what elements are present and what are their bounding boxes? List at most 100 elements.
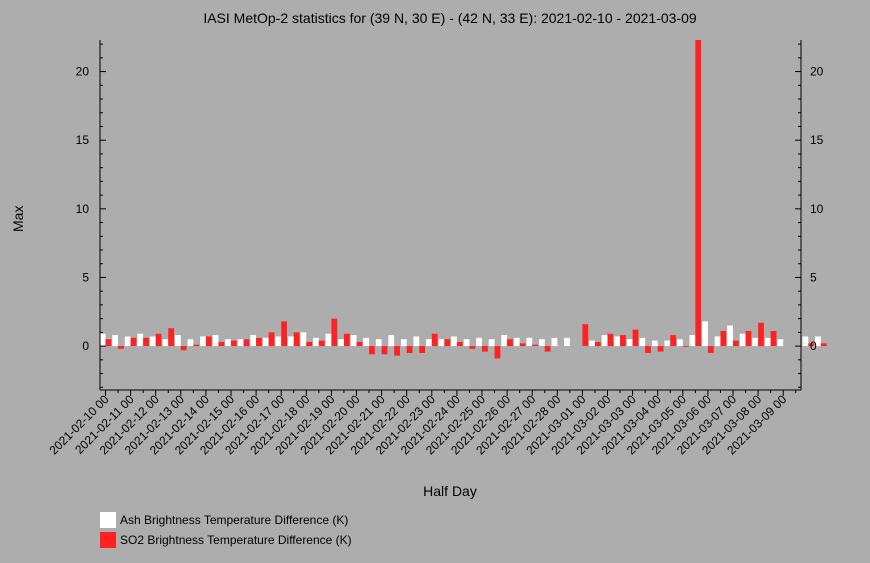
so2-bar-49 bbox=[720, 330, 727, 347]
ash-bar-28 bbox=[451, 336, 457, 347]
ash-bar-41 bbox=[614, 336, 621, 347]
ash-bar-37 bbox=[564, 337, 570, 347]
so2-bar-33 bbox=[519, 343, 526, 347]
ash-bar-22 bbox=[375, 339, 382, 347]
ash-bar-51 bbox=[739, 333, 746, 347]
ash-bar-35 bbox=[538, 339, 545, 347]
so2-bar-17 bbox=[318, 340, 325, 347]
so2-bar-1 bbox=[118, 346, 124, 349]
y-tick-label-left-10: 10 bbox=[76, 202, 90, 216]
ash-bar-16 bbox=[300, 332, 307, 347]
ash-bar-29 bbox=[463, 339, 470, 347]
ash-bar-15 bbox=[287, 336, 294, 347]
so2-bar-23 bbox=[394, 346, 400, 356]
ash-bar-3 bbox=[137, 333, 144, 347]
so2-bar-3 bbox=[143, 337, 149, 347]
so2-bar-42 bbox=[632, 329, 639, 347]
ash-bar-25 bbox=[413, 336, 420, 347]
ash-bar-18 bbox=[325, 333, 332, 347]
so2-bar-15 bbox=[293, 332, 300, 347]
so2-bar-27 bbox=[444, 339, 451, 347]
chart-title: IASI MetOp-2 statistics for (39 N, 30 E)… bbox=[203, 10, 697, 26]
ash-bar-43 bbox=[639, 337, 646, 347]
legend-swatch-so2 bbox=[100, 532, 116, 548]
ash-bar-45 bbox=[664, 340, 671, 347]
so2-bar-45 bbox=[670, 335, 677, 347]
ash-bar-47 bbox=[689, 335, 696, 347]
bars-layer bbox=[99, 40, 827, 359]
so2-bar-13 bbox=[268, 332, 275, 347]
ash-bar-7 bbox=[187, 339, 194, 347]
so2-bar-38 bbox=[582, 324, 589, 347]
so2-bar-5 bbox=[168, 328, 175, 347]
y-tick-label-right-20: 20 bbox=[810, 65, 824, 79]
y-tick-label-left-0: 0 bbox=[82, 339, 89, 353]
so2-bar-50 bbox=[733, 340, 739, 347]
ash-bar-21 bbox=[363, 337, 370, 347]
so2-bar-47 bbox=[695, 40, 702, 347]
legend-label-so2: SO2 Brightness Temperature Difference (K… bbox=[120, 533, 352, 547]
so2-bar-19 bbox=[343, 333, 350, 347]
so2-bar-57 bbox=[820, 343, 827, 347]
ash-bar-13 bbox=[262, 337, 269, 347]
ash-bar-52 bbox=[752, 337, 759, 347]
ash-bar-34 bbox=[526, 337, 533, 347]
ash-bar-39 bbox=[589, 340, 595, 347]
ash-bar-44 bbox=[651, 340, 658, 347]
so2-bar-22 bbox=[381, 346, 388, 355]
so2-bar-56 bbox=[808, 343, 815, 347]
legend-item-ash: Ash Brightness Temperature Difference (K… bbox=[100, 512, 348, 528]
ash-bar-17 bbox=[313, 337, 319, 347]
ash-bar-30 bbox=[476, 337, 482, 347]
x-axis-label: Half Day bbox=[423, 483, 477, 499]
ash-bar-1 bbox=[112, 335, 119, 347]
so2-bar-6 bbox=[180, 346, 187, 351]
ash-bar-31 bbox=[488, 339, 495, 347]
ash-bar-56 bbox=[802, 336, 809, 347]
legend-label-ash: Ash Brightness Temperature Difference (K… bbox=[120, 513, 349, 527]
ash-bar-48 bbox=[702, 321, 708, 347]
ash-bar-11 bbox=[237, 339, 244, 347]
so2-bar-20 bbox=[356, 341, 363, 347]
axes-layer bbox=[99, 40, 802, 391]
ash-bar-12 bbox=[250, 335, 257, 347]
so2-bar-16 bbox=[306, 341, 313, 347]
so2-bar-40 bbox=[607, 333, 614, 347]
so2-bar-12 bbox=[256, 337, 262, 347]
legend-item-so2: SO2 Brightness Temperature Difference (K… bbox=[100, 532, 352, 548]
y-tick-label-right-15: 15 bbox=[810, 133, 824, 147]
ash-bar-32 bbox=[501, 335, 508, 347]
so2-bar-0 bbox=[105, 339, 112, 347]
y-tick-label-right-10: 10 bbox=[810, 202, 824, 216]
so2-bar-48 bbox=[707, 346, 714, 353]
ash-bar-10 bbox=[225, 339, 231, 347]
so2-bar-39 bbox=[594, 341, 601, 347]
so2-bar-51 bbox=[745, 330, 752, 347]
ash-bar-6 bbox=[175, 335, 181, 347]
so2-bar-21 bbox=[369, 346, 375, 355]
y-tick-label-left-20: 20 bbox=[76, 65, 90, 79]
ash-bar-49 bbox=[714, 336, 721, 347]
so2-bar-52 bbox=[758, 322, 764, 347]
so2-bar-35 bbox=[544, 346, 551, 352]
y-tick-label-right-0: 0 bbox=[810, 339, 817, 353]
so2-bar-8 bbox=[205, 336, 212, 347]
so2-bar-43 bbox=[645, 346, 651, 353]
so2-bar-14 bbox=[281, 321, 287, 347]
y-tick-label-right-5: 5 bbox=[810, 270, 817, 284]
so2-bar-9 bbox=[218, 341, 225, 347]
ash-bar-0 bbox=[99, 333, 106, 347]
ash-bar-5 bbox=[162, 339, 169, 347]
ash-bar-14 bbox=[275, 336, 282, 347]
ash-bar-27 bbox=[438, 339, 445, 347]
so2-bar-4 bbox=[155, 333, 162, 347]
so2-bar-44 bbox=[657, 346, 664, 352]
so2-bar-26 bbox=[431, 333, 438, 347]
ash-bar-42 bbox=[626, 339, 633, 347]
ash-bar-50 bbox=[727, 325, 733, 347]
y-tick-layer: 0 0 5 5 10 10 15 15 20 20 bbox=[76, 43, 824, 388]
so2-bar-53 bbox=[770, 330, 777, 347]
so2-bar-10 bbox=[231, 340, 237, 347]
y-axis-label: Max bbox=[10, 205, 26, 232]
